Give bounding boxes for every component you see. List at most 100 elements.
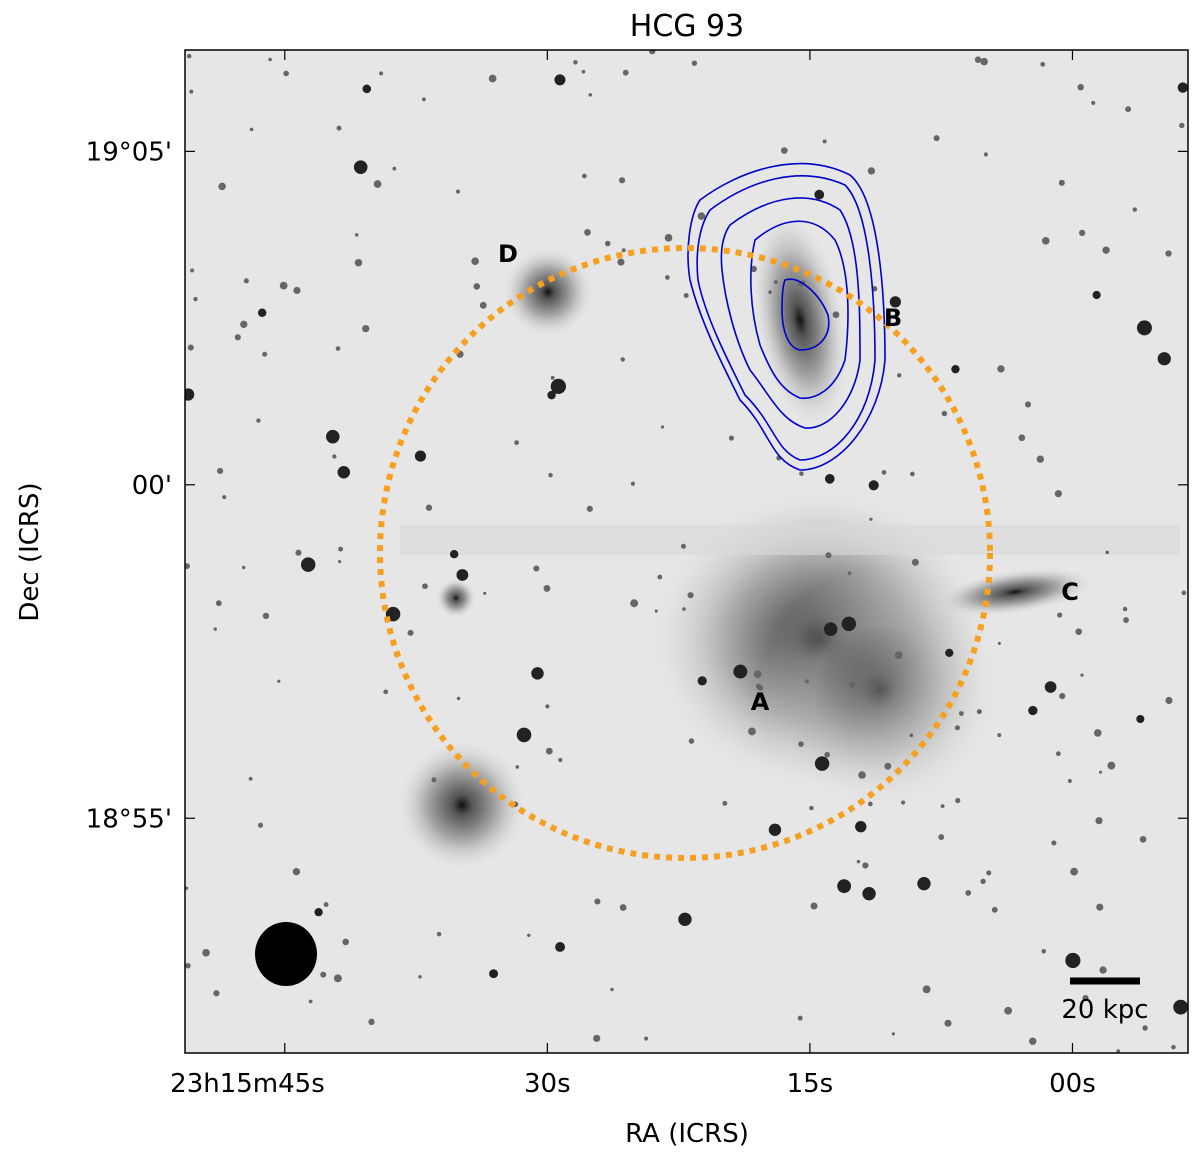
star <box>1132 207 1137 212</box>
star <box>889 296 901 308</box>
star <box>630 481 636 486</box>
star <box>407 629 414 636</box>
star <box>573 60 578 65</box>
star <box>586 505 593 512</box>
star <box>335 346 341 351</box>
star <box>383 689 389 695</box>
star <box>917 876 931 891</box>
star <box>326 429 340 444</box>
star <box>456 569 469 581</box>
star <box>186 53 192 59</box>
star <box>1136 320 1152 336</box>
star <box>1098 770 1103 774</box>
star <box>814 189 825 200</box>
star <box>489 969 499 979</box>
galaxy-label: C <box>1061 578 1079 606</box>
star <box>654 609 658 613</box>
star <box>748 727 756 736</box>
star <box>933 135 940 142</box>
star <box>1041 948 1047 954</box>
hi-contours <box>687 162 886 471</box>
star <box>249 127 254 132</box>
galaxy-label: A <box>751 688 770 716</box>
star <box>1093 729 1102 737</box>
star <box>823 622 838 636</box>
star <box>814 756 830 771</box>
star <box>682 607 686 611</box>
star <box>414 450 427 462</box>
star <box>308 999 313 1004</box>
star <box>1041 237 1050 245</box>
galaxy-label: D <box>498 240 518 268</box>
star <box>1059 692 1066 700</box>
star <box>213 627 217 631</box>
star <box>862 887 876 901</box>
star <box>425 504 433 511</box>
star <box>991 906 998 913</box>
star <box>1070 867 1079 876</box>
y-tick-label: 19°05' <box>86 137 172 167</box>
star <box>292 867 301 876</box>
star <box>449 549 459 559</box>
star <box>1096 903 1104 911</box>
star <box>965 889 972 896</box>
star <box>455 189 461 194</box>
star <box>240 320 248 329</box>
star <box>660 425 665 429</box>
star <box>951 365 960 374</box>
star <box>213 990 220 997</box>
star <box>804 679 809 684</box>
star <box>584 229 591 236</box>
star <box>1157 352 1171 366</box>
star <box>185 886 189 890</box>
star <box>1139 836 1147 843</box>
star <box>354 233 359 237</box>
star <box>368 1018 375 1026</box>
star <box>868 480 879 491</box>
star <box>848 681 856 689</box>
star <box>257 822 264 828</box>
star <box>1044 681 1057 693</box>
star <box>665 275 670 280</box>
star <box>1105 550 1109 555</box>
star <box>728 435 735 441</box>
star <box>531 667 544 680</box>
star <box>379 71 384 76</box>
star <box>1142 1025 1148 1031</box>
star <box>884 762 892 770</box>
star <box>555 942 566 952</box>
star <box>332 454 337 459</box>
star <box>1054 490 1062 498</box>
star <box>922 985 931 994</box>
star <box>604 240 611 247</box>
star <box>545 747 553 755</box>
x-axis-label: RA (ICRS) <box>625 1119 749 1149</box>
star <box>594 898 601 905</box>
star <box>862 862 869 869</box>
star <box>1102 246 1110 254</box>
star <box>938 834 945 841</box>
star <box>680 543 686 549</box>
star <box>314 907 323 917</box>
star <box>362 324 370 333</box>
star <box>867 167 876 175</box>
star <box>773 280 778 285</box>
star <box>1136 714 1145 724</box>
star <box>1181 590 1187 596</box>
star <box>649 50 656 55</box>
star <box>338 546 344 552</box>
star <box>1173 999 1188 1015</box>
star <box>868 684 875 691</box>
star <box>1122 606 1128 612</box>
star <box>293 286 301 295</box>
star <box>997 365 1005 373</box>
star <box>1125 106 1132 113</box>
star <box>697 212 706 220</box>
star <box>1091 100 1096 106</box>
star <box>841 616 857 632</box>
galaxy-label: B <box>884 304 902 332</box>
star <box>333 974 342 983</box>
star <box>295 549 302 556</box>
star <box>483 591 487 595</box>
stars <box>185 50 1188 1053</box>
